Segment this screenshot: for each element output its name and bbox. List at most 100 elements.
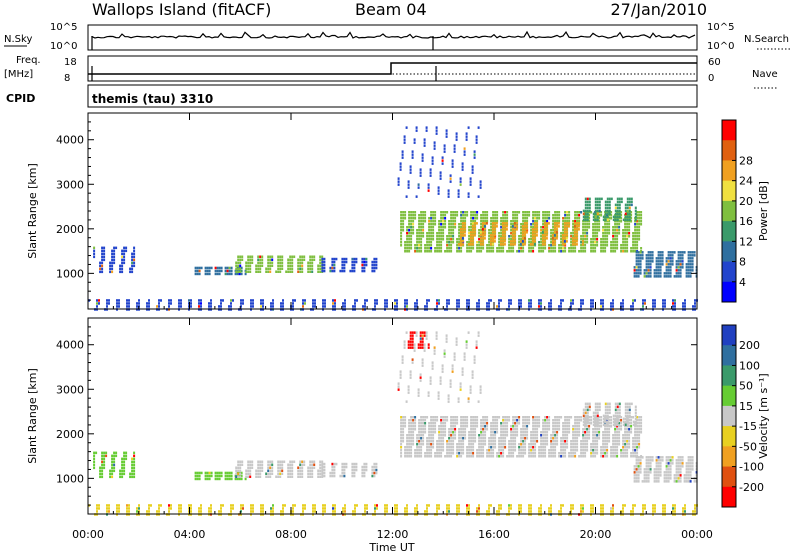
velocity-cell — [647, 474, 650, 477]
power-cell — [214, 266, 217, 270]
power-cell — [661, 260, 664, 263]
power-cell — [622, 229, 625, 232]
power-cell — [488, 235, 491, 238]
velocity-cell — [420, 425, 423, 428]
velocity-cell — [681, 456, 684, 459]
power-cell — [504, 214, 507, 217]
power-cell — [365, 263, 368, 267]
velocity-cell — [564, 440, 567, 443]
velocity-cell — [518, 416, 521, 419]
velocity-cell — [148, 507, 150, 510]
velocity-cell — [421, 358, 424, 361]
power-cell — [649, 269, 652, 272]
power-cell — [592, 305, 594, 308]
power-cell — [156, 305, 158, 308]
velocity-cell — [486, 428, 489, 431]
power-cell — [620, 250, 623, 253]
power-cell — [133, 258, 136, 262]
velocity-cell — [103, 466, 106, 470]
power-cell — [281, 267, 284, 270]
power-cell — [663, 272, 666, 275]
power-cell — [606, 241, 609, 244]
velocity-cell — [271, 472, 274, 475]
power-cell — [426, 238, 429, 241]
power-cell — [505, 228, 508, 231]
velocity-cell — [584, 431, 587, 434]
power-cell — [526, 220, 529, 223]
velocity-cell — [351, 468, 354, 472]
power-cell — [641, 257, 644, 260]
velocity-cell — [125, 457, 128, 461]
power-cell — [435, 132, 438, 135]
power-cell — [307, 264, 310, 267]
power-cell — [573, 228, 576, 231]
power-cell — [463, 153, 466, 156]
velocity-cell — [502, 416, 505, 419]
power-cell — [158, 305, 160, 308]
velocity-cell — [502, 431, 505, 434]
power-cell — [538, 250, 541, 253]
power-cell — [594, 235, 597, 238]
power-cell — [324, 302, 326, 305]
velocity-cell — [512, 437, 515, 440]
power-cell — [679, 272, 682, 275]
velocity-cell — [475, 340, 478, 343]
power-cell — [659, 266, 662, 269]
power-cell — [461, 240, 464, 243]
velocity-cell — [425, 337, 428, 340]
velocity-cell — [588, 437, 591, 440]
power-cell — [687, 257, 690, 260]
power-cell — [584, 215, 587, 219]
velocity-cell — [634, 452, 637, 455]
power-cell — [289, 255, 292, 258]
power-cell — [351, 257, 354, 261]
velocity-cell — [580, 446, 583, 449]
velocity-cell — [438, 434, 441, 437]
power-cell — [600, 214, 603, 217]
velocity-cell — [516, 428, 519, 431]
power-cell — [655, 257, 658, 260]
power-cell — [684, 302, 686, 305]
power-cell — [435, 126, 438, 129]
velocity-cell — [604, 428, 607, 431]
velocity-cell — [637, 474, 640, 477]
velocity-cell — [407, 388, 410, 391]
velocity-cell — [584, 419, 587, 422]
power-cell — [198, 266, 201, 270]
power-cell — [598, 226, 601, 229]
power-cell — [590, 238, 593, 241]
power-cell — [681, 251, 684, 254]
velocity-cell — [679, 456, 682, 459]
velocity-cell — [456, 449, 459, 452]
power-cell — [550, 299, 552, 302]
velocity-cell — [667, 462, 670, 465]
power-cell — [649, 251, 652, 254]
velocity-cell — [504, 446, 507, 449]
velocity-cell — [624, 417, 627, 421]
velocity-cell — [301, 463, 304, 466]
power-cell — [608, 200, 611, 204]
velocity-cell — [558, 419, 561, 422]
power-cell — [463, 225, 466, 228]
velocity-cell — [522, 428, 525, 431]
power-cell — [269, 264, 272, 267]
velocity-cell — [476, 419, 479, 422]
power-cell — [580, 241, 583, 244]
power-cell — [511, 234, 514, 237]
velocity-cell — [129, 475, 132, 479]
power-cell — [568, 214, 571, 217]
power-cell — [530, 235, 533, 238]
velocity-cell — [572, 455, 575, 458]
velocity-cell — [458, 440, 461, 443]
power-cell — [558, 220, 561, 223]
power-cell — [473, 228, 476, 231]
velocity-cell — [257, 469, 260, 472]
velocity-cell — [532, 431, 535, 434]
power-cell — [451, 165, 454, 168]
velocity-cell — [580, 452, 583, 455]
velocity-cell — [560, 437, 563, 440]
power-cell — [584, 220, 587, 223]
velocity-cell — [421, 340, 424, 343]
power-cell — [586, 215, 589, 219]
velocity-cell — [582, 452, 585, 455]
